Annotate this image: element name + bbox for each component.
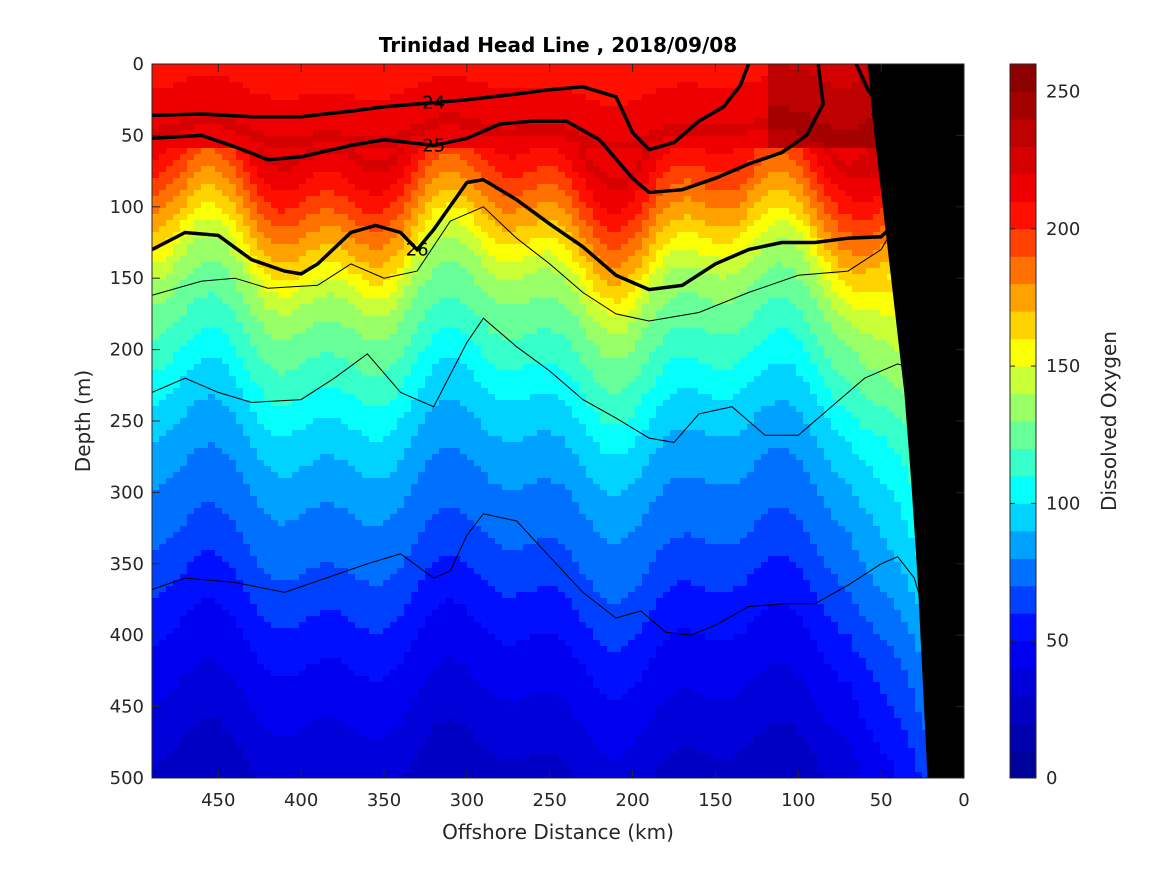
x-tick-label: 400 [284,790,318,811]
x-tick-label: 300 [450,790,484,811]
colorbar-tick-label: 100 [1046,493,1080,514]
colorbar: 0 50 100 150 200 250 [1010,64,1080,789]
colorbar-level [1010,641,1036,669]
y-tick-label: 450 [110,697,144,718]
colorbar-level [1010,366,1036,394]
colorbar-level [1010,586,1036,614]
colorbar-level [1010,394,1036,422]
oxygen-contour-fill [152,64,965,779]
colorbar-level [1010,201,1036,229]
colorbar-tick-label: 150 [1046,356,1080,377]
x-axis-label: Offshore Distance (km) [442,820,674,844]
x-tick-label: 450 [201,790,235,811]
y-tick-label: 200 [110,340,144,361]
y-tick-label: 100 [110,197,144,218]
colorbar-level [1010,229,1036,257]
y-tick-label: 250 [110,411,144,432]
colorbar-level [1010,64,1036,92]
colorbar-tick-label: 250 [1046,81,1080,102]
chart-title: Trinidad Head Line , 2018/09/08 [379,33,737,57]
colorbar-level [1010,751,1036,779]
colorbar-level [1010,339,1036,367]
colorbar-tick-label: 200 [1046,219,1080,240]
contour-label: 25 [422,135,445,156]
colorbar-level [1010,448,1036,476]
y-tick-label: 400 [110,625,144,646]
colorbar-level [1010,174,1036,202]
colorbar-level [1010,91,1036,119]
contour-label: 24 [422,93,445,114]
x-tick-label: 200 [615,790,649,811]
y-tick-label: 150 [110,268,144,289]
colorbar-tick-label: 0 [1046,768,1057,789]
colorbar-level [1010,476,1036,504]
y-tick-label: 500 [110,768,144,789]
y-axis-label: Depth (m) [71,370,95,472]
colorbar-level [1010,503,1036,531]
colorbar-level [1010,696,1036,724]
x-tick-label: 50 [870,790,893,811]
y-tick-label: 350 [110,554,144,575]
x-tick-label: 250 [533,790,567,811]
colorbar-level [1010,119,1036,147]
colorbar-level [1010,256,1036,284]
colorbar-level [1010,531,1036,559]
y-tick-label: 300 [110,482,144,503]
x-tick-label: 350 [367,790,401,811]
colorbar-level [1010,668,1036,696]
y-tick-label: 0 [133,54,144,75]
colorbar-level [1010,558,1036,586]
contour-label: 26 [406,240,429,261]
colorbar-level [1010,723,1036,751]
colorbar-level [1010,146,1036,174]
colorbar-label: Dissolved Oxygen [1097,331,1121,511]
colorbar-tick-label: 50 [1046,631,1069,652]
colorbar-level [1010,421,1036,449]
y-tick-label: 50 [121,125,144,146]
x-tick-label: 150 [698,790,732,811]
colorbar-level [1010,311,1036,339]
colorbar-level [1010,613,1036,641]
colorbar-level [1010,284,1036,312]
x-tick-label: 0 [958,790,969,811]
x-tick-label: 100 [781,790,815,811]
